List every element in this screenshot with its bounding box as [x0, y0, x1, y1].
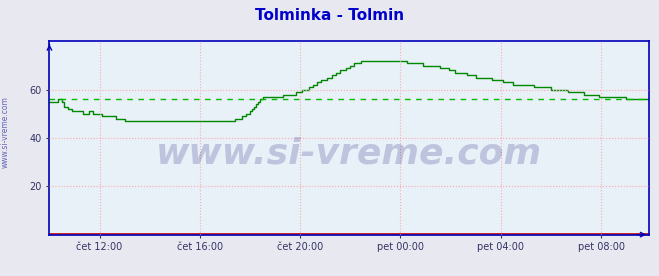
Text: www.si-vreme.com: www.si-vreme.com	[1, 97, 10, 168]
Text: www.si-vreme.com: www.si-vreme.com	[156, 136, 542, 171]
Text: Tolminka - Tolmin: Tolminka - Tolmin	[255, 8, 404, 23]
